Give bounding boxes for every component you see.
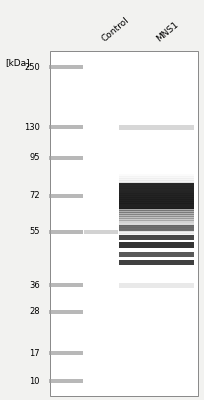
Bar	[119, 222, 194, 226]
Bar	[49, 230, 83, 234]
Bar	[119, 188, 194, 192]
Text: Control: Control	[100, 16, 131, 44]
Bar	[49, 379, 83, 383]
Bar	[119, 218, 194, 221]
Bar	[50, 51, 198, 396]
Bar	[119, 235, 194, 238]
Bar	[119, 174, 194, 176]
Bar	[119, 282, 194, 288]
Bar	[49, 351, 83, 355]
Bar	[119, 197, 194, 200]
Bar	[119, 225, 194, 228]
Text: 36: 36	[29, 280, 40, 290]
Bar	[119, 225, 194, 231]
Bar	[119, 260, 194, 264]
Text: 17: 17	[29, 348, 40, 358]
Bar	[119, 210, 194, 213]
Bar	[119, 220, 194, 224]
Bar	[119, 229, 194, 232]
Bar	[119, 214, 194, 217]
Bar	[119, 190, 194, 194]
Bar	[119, 182, 194, 185]
Text: 10: 10	[30, 376, 40, 386]
Bar	[119, 184, 194, 187]
Bar	[119, 208, 194, 211]
Bar	[49, 156, 83, 160]
Bar	[119, 183, 194, 209]
Bar	[119, 252, 194, 256]
Bar	[119, 242, 194, 248]
Bar	[84, 230, 118, 234]
Bar	[119, 124, 194, 130]
Text: [kDa]: [kDa]	[5, 58, 30, 67]
Bar	[119, 195, 194, 198]
Text: 130: 130	[24, 122, 40, 132]
Bar	[119, 206, 194, 208]
Bar	[49, 194, 83, 198]
Text: 55: 55	[30, 228, 40, 236]
Text: 72: 72	[29, 192, 40, 200]
Bar	[119, 231, 194, 234]
Bar	[119, 203, 194, 206]
Bar	[119, 199, 194, 202]
Bar	[119, 233, 194, 236]
Bar	[119, 216, 194, 219]
Bar	[49, 283, 83, 287]
Bar	[119, 180, 194, 183]
Bar	[119, 176, 194, 179]
Bar	[119, 227, 194, 230]
Bar	[119, 234, 194, 240]
Bar	[49, 125, 83, 129]
Bar	[119, 193, 194, 196]
Bar	[49, 65, 83, 69]
Text: 250: 250	[24, 62, 40, 72]
Text: 95: 95	[30, 154, 40, 162]
Bar	[119, 212, 194, 215]
Bar	[119, 186, 194, 189]
Text: MNS1: MNS1	[155, 20, 181, 44]
Bar	[49, 310, 83, 314]
Text: 28: 28	[29, 308, 40, 316]
Bar	[119, 201, 194, 204]
Bar	[119, 178, 194, 181]
